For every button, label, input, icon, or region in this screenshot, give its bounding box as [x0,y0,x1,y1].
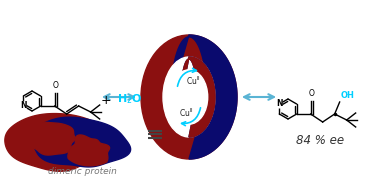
Text: O: O [309,88,314,98]
Text: H$_2$O: H$_2$O [117,92,143,106]
FancyArrowPatch shape [178,68,197,86]
Ellipse shape [163,57,215,137]
Polygon shape [68,135,110,166]
Polygon shape [5,114,109,171]
Text: OH: OH [341,91,355,100]
Text: 84 % ee: 84 % ee [296,135,344,147]
Text: N: N [276,99,283,108]
Polygon shape [171,35,237,159]
Polygon shape [181,57,215,137]
Text: Cu$^{\rm II}$: Cu$^{\rm II}$ [186,75,200,87]
Text: dimeric protein: dimeric protein [48,167,116,176]
Polygon shape [29,117,131,167]
Text: Cu$^{\rm II}$: Cu$^{\rm II}$ [178,107,194,119]
Text: N: N [20,101,26,111]
Polygon shape [181,57,215,137]
Text: +: + [101,94,111,108]
Polygon shape [19,122,75,155]
Text: O: O [53,81,59,90]
Ellipse shape [170,70,208,124]
FancyArrowPatch shape [181,108,200,126]
Ellipse shape [141,35,237,159]
